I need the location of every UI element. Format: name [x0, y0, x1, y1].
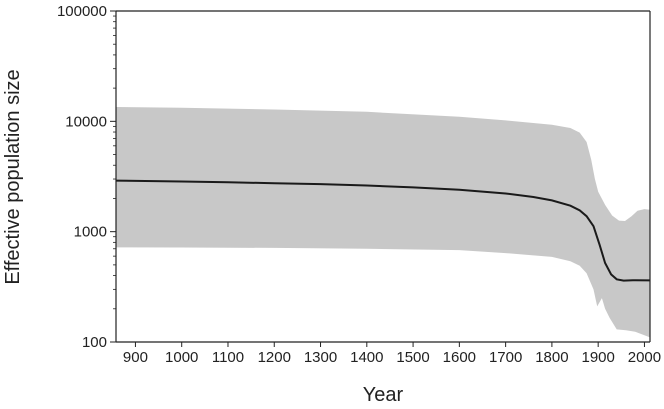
hpd-band-layer [116, 107, 650, 338]
x-tick-label: 1000 [165, 349, 198, 366]
x-tick-label: 1200 [258, 349, 291, 366]
y-tick-label: 100000 [57, 3, 107, 20]
x-tick-label: 1800 [535, 349, 568, 366]
y-axis-title: Effective population size [2, 69, 24, 284]
x-tick-label: 1400 [350, 349, 383, 366]
x-tick-label: 1300 [304, 349, 337, 366]
tick-layer: 900 1000 1100 1200 1300 1400 1500 1600 1700 1800 1… [57, 3, 661, 366]
x-tick-label: 1100 [212, 349, 244, 366]
y-tick-label: 1000 [74, 224, 107, 241]
median-line [115, 179, 651, 282]
x-tick-label: 900 [123, 349, 148, 366]
x-tick-label: 1500 [396, 349, 429, 366]
x-tick-label: 1900 [581, 349, 614, 366]
x-tick-label: 1700 [489, 349, 522, 366]
y-tick-label: 10000 [65, 113, 107, 130]
x-tick-label: 1600 [443, 349, 476, 366]
x-tick-label: 2000 [628, 349, 661, 366]
hpd-band [116, 107, 650, 338]
y-tick-label: 100 [82, 334, 107, 351]
x-axis-title: Year [363, 384, 404, 406]
axes [115, 10, 651, 343]
median-line-layer [115, 179, 651, 282]
